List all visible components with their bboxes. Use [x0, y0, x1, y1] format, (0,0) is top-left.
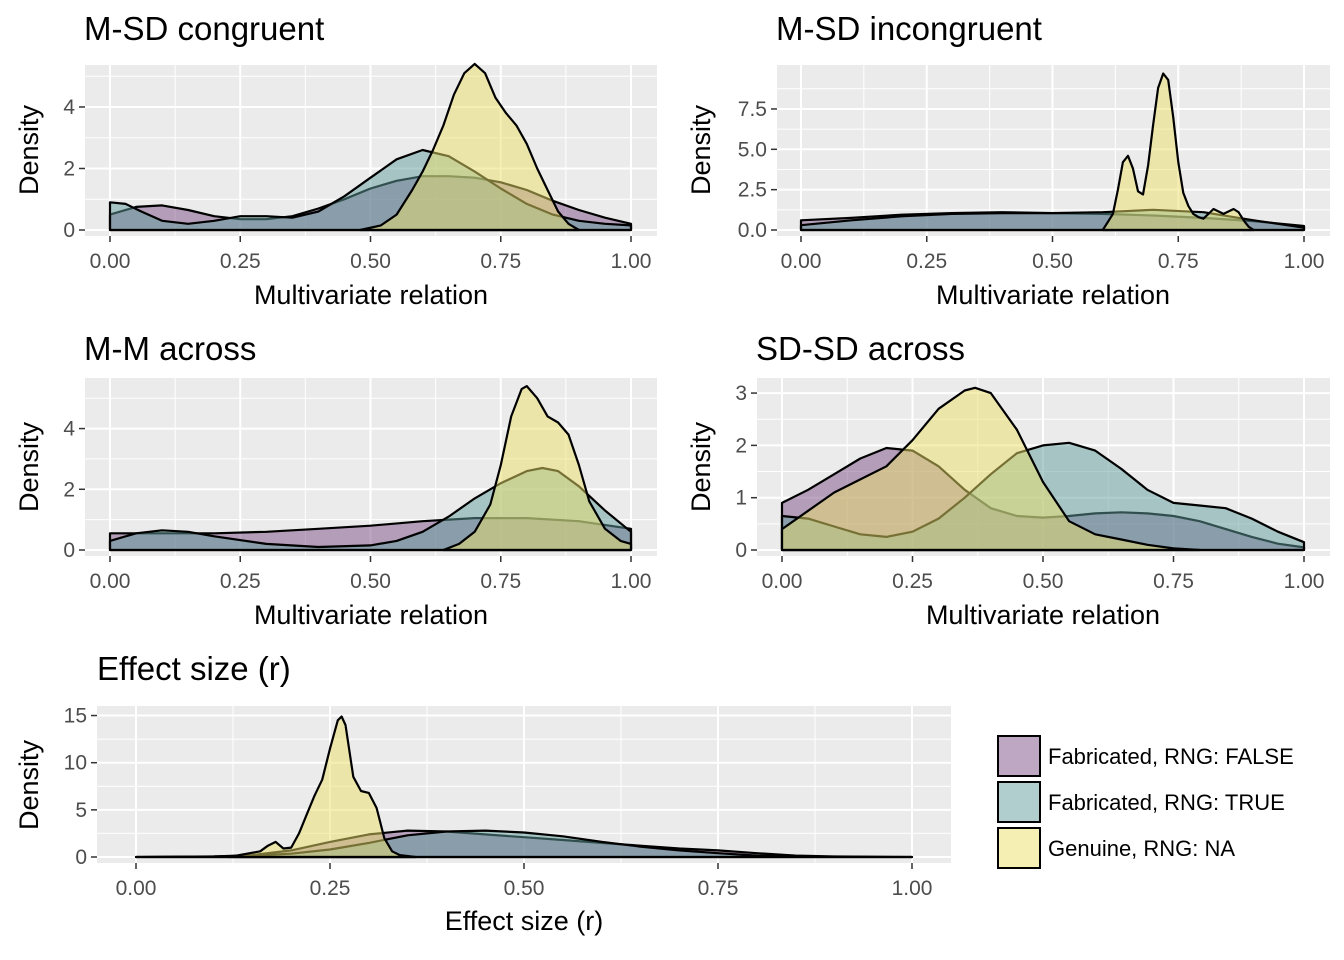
x-tick-label: 0.50 [1032, 250, 1073, 273]
x-tick-label: 0.25 [220, 570, 261, 593]
panel-sdsd-across: SD-SD across Multivariate relation Densi… [686, 330, 1330, 630]
x-axis-title: Multivariate relation [936, 280, 1170, 310]
x-axis-title: Multivariate relation [254, 280, 488, 310]
panel-title: M-SD congruent [84, 10, 324, 47]
panel-title: M-SD incongruent [776, 10, 1042, 47]
x-tick-label: 1.00 [611, 570, 652, 593]
y-axis-title: Density [14, 739, 44, 830]
legend-key-fabricated-rng-false [997, 735, 1041, 777]
y-tick-label: 4 [63, 96, 75, 119]
x-tick-label: 0.00 [90, 570, 131, 593]
x-tick-label: 0.75 [480, 250, 521, 273]
x-tick-label: 0.25 [892, 570, 933, 593]
panel-msd-incongruent: M-SD incongruent Multivariate relation D… [686, 10, 1330, 310]
legend-key-fabricated-rng-true [997, 781, 1041, 823]
y-tick-label: 5 [75, 799, 87, 822]
density-area-genuine-rng-na [780, 386, 1201, 552]
y-tick-label: 1 [735, 487, 747, 510]
x-tick-label: 0.50 [350, 250, 391, 273]
y-tick-label: 10 [64, 752, 87, 775]
y-tick-label: 0 [63, 219, 75, 242]
y-tick-label: 5.0 [738, 138, 767, 161]
y-axis-title: Density [686, 421, 716, 512]
density-area-genuine-rng-na [442, 385, 633, 552]
x-axis-title: Multivariate relation [254, 600, 488, 630]
y-axis-title: Density [14, 421, 44, 512]
y-tick-label: 15 [64, 705, 87, 728]
density-area-genuine-rng-na [358, 62, 580, 232]
x-tick-label: 0.75 [1153, 570, 1194, 593]
y-tick-label: 0 [75, 846, 87, 869]
panel-title: Effect size (r) [97, 650, 291, 687]
y-tick-label: 2 [63, 478, 75, 501]
y-tick-label: 0 [735, 539, 747, 562]
y-tick-label: 0 [63, 539, 75, 562]
x-tick-label: 1.00 [1284, 250, 1325, 273]
y-tick-label: 2.5 [738, 179, 767, 202]
x-tick-label: 0.25 [906, 250, 947, 273]
x-tick-label: 1.00 [892, 877, 933, 900]
x-tick-label: 0.00 [116, 877, 157, 900]
legend: Fabricated, RNG: FALSE Fabricated, RNG: … [997, 735, 1294, 869]
density-area-genuine-rng-na [228, 715, 417, 859]
y-tick-label: 2 [735, 434, 747, 457]
y-tick-label: 7.5 [738, 98, 767, 121]
x-tick-label: 0.00 [762, 570, 803, 593]
legend-label: Fabricated, RNG: FALSE [1048, 744, 1294, 769]
density-area-genuine-rng-na [1101, 72, 1255, 232]
panel-mm-across: M-M across Multivariate relation Density… [14, 330, 657, 630]
x-tick-label: 0.75 [1158, 250, 1199, 273]
x-tick-label: 0.25 [310, 877, 351, 900]
x-tick-label: 0.50 [1023, 570, 1064, 593]
legend-label: Genuine, RNG: NA [1048, 836, 1235, 861]
x-tick-label: 0.50 [350, 570, 391, 593]
x-tick-label: 0.75 [698, 877, 739, 900]
x-tick-label: 0.00 [90, 250, 131, 273]
x-tick-label: 0.25 [220, 250, 261, 273]
x-tick-label: 1.00 [611, 250, 652, 273]
panel-msd-congruent: M-SD congruent Multivariate relation Den… [14, 10, 657, 310]
x-tick-label: 0.50 [504, 877, 545, 900]
y-tick-label: 0.0 [738, 219, 767, 242]
x-axis-title: Effect size (r) [445, 906, 604, 936]
panel-title: M-M across [84, 330, 256, 367]
x-tick-label: 1.00 [1284, 570, 1325, 593]
y-axis-title: Density [686, 104, 716, 195]
legend-label: Fabricated, RNG: TRUE [1048, 790, 1285, 815]
panel-effect-size: Effect size (r) Effect size (r) Density … [14, 650, 951, 936]
y-tick-label: 2 [63, 157, 75, 180]
panel-title: SD-SD across [756, 330, 965, 367]
x-tick-label: 0.00 [781, 250, 822, 273]
y-tick-label: 4 [63, 418, 75, 441]
x-axis-title: Multivariate relation [926, 600, 1160, 630]
legend-key-genuine-rng-na [997, 827, 1041, 869]
y-tick-label: 3 [735, 382, 747, 405]
x-tick-label: 0.75 [480, 570, 521, 593]
y-axis-title: Density [14, 104, 44, 195]
